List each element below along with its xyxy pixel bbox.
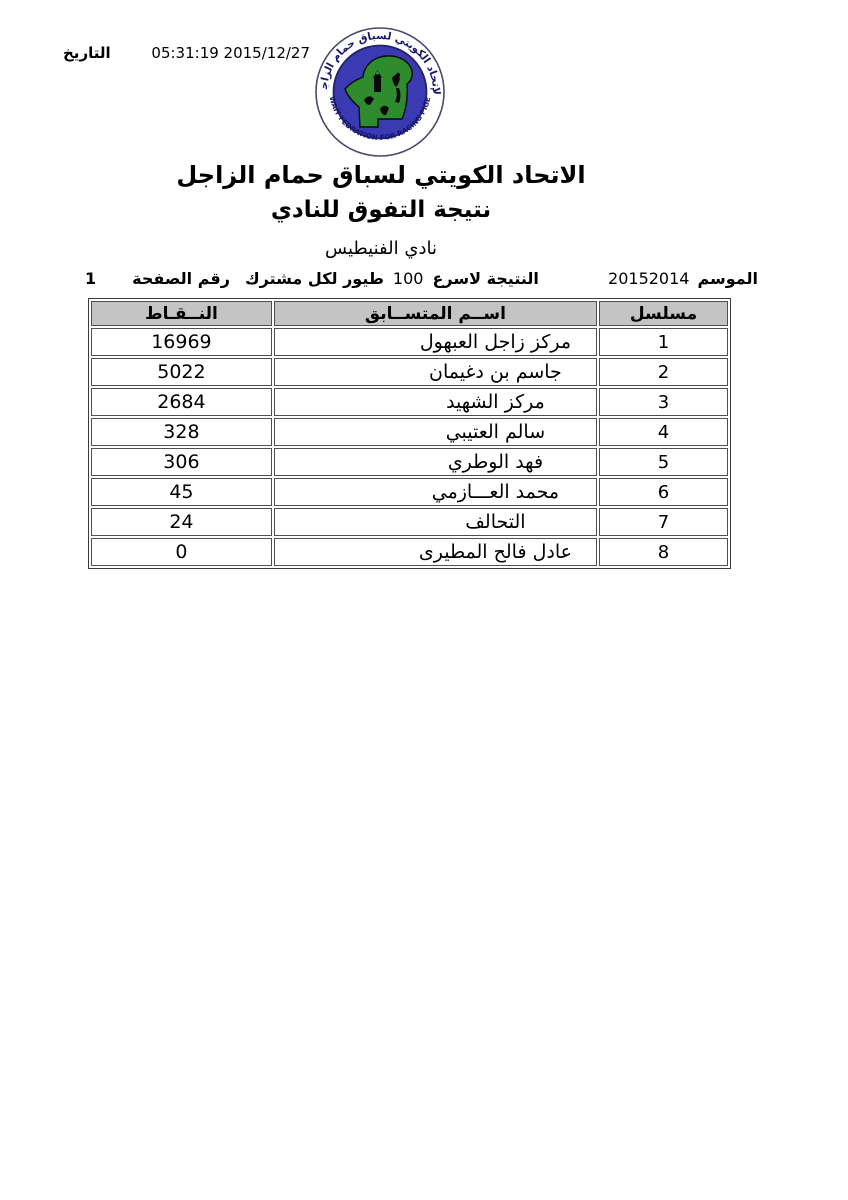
serial-cell: 8 [598, 538, 728, 566]
name-cell: مركز زاجل العبهول [273, 328, 597, 356]
report-date-row: التاريخ 05:31:19 2015/12/27 [63, 44, 310, 62]
table-row: 4 سالم العتيبي 328 [91, 418, 728, 446]
points-cell: 45 [91, 478, 272, 506]
table-header-row: مسلسل اســم المتســابق النــقـاط [91, 301, 728, 326]
points-cell: 24 [91, 508, 272, 536]
table-row: 2 جاسم بن دغيمان 5022 [91, 358, 728, 386]
serial-cell: 7 [598, 508, 728, 536]
name-column-header: اســم المتســابق [273, 301, 597, 326]
report-title: نتيجة التفوق للنادي [270, 197, 492, 223]
date-value: 05:31:19 2015/12/27 [151, 44, 310, 62]
page-number-field: رقم الصفحة 1 [85, 269, 230, 288]
table-row: 7 التحالف 24 [91, 508, 728, 536]
name-cell: التحالف [273, 508, 597, 536]
club-name: نادي الفنيطيس [325, 238, 437, 259]
federation-logo: الإتحاد الكويتي لسباق حمام الزاجل KUWAIT… [314, 26, 446, 158]
result-label: النتيجة لاسرع [432, 269, 539, 288]
federation-logo-graphic: الإتحاد الكويتي لسباق حمام الزاجل KUWAIT… [314, 26, 445, 157]
points-cell: 5022 [91, 358, 272, 386]
meta-row: الموسم 20152014 النتيجة لاسرع 100 طيور ل… [85, 269, 758, 293]
serial-cell: 4 [598, 418, 728, 446]
federation-title: الاتحاد الكويتي لسباق حمام الزاجل [176, 161, 586, 189]
result-field: النتيجة لاسرع 100 طيور لكل مشترك [245, 269, 539, 288]
name-cell: عادل فالح المطيرى [273, 538, 597, 566]
season-label: الموسم [697, 269, 758, 288]
name-cell: جاسم بن دغيمان [273, 358, 597, 386]
result-value: 100 [392, 269, 424, 288]
table-row: 6 محمد العـــازمي 45 [91, 478, 728, 506]
name-cell: سالم العتيبي [273, 418, 597, 446]
serial-cell: 6 [598, 478, 728, 506]
season-field: الموسم 20152014 [608, 269, 758, 288]
points-cell: 306 [91, 448, 272, 476]
points-cell: 2684 [91, 388, 272, 416]
serial-cell: 5 [598, 448, 728, 476]
result-suffix: طيور لكل مشترك [245, 269, 384, 288]
points-column-header: النــقـاط [91, 301, 272, 326]
serial-cell: 1 [598, 328, 728, 356]
season-value: 20152014 [608, 269, 690, 288]
points-cell: 16969 [91, 328, 272, 356]
serial-column-header: مسلسل [598, 301, 728, 326]
serial-cell: 2 [598, 358, 728, 386]
table-row: 8 عادل فالح المطيرى 0 [91, 538, 728, 566]
date-label: التاريخ [63, 44, 111, 62]
name-cell: محمد العـــازمي [273, 478, 597, 506]
table-row: 3 مركز الشهيد 2684 [91, 388, 728, 416]
table-row: 5 فهد الوطري 306 [91, 448, 728, 476]
name-cell: فهد الوطري [273, 448, 597, 476]
page-number-value: 1 [85, 269, 97, 288]
points-cell: 0 [91, 538, 272, 566]
serial-cell: 3 [598, 388, 728, 416]
logo-detail-icons [364, 70, 401, 116]
page-number-label: رقم الصفحة [132, 269, 230, 288]
table-row: 1 مركز زاجل العبهول 16969 [91, 328, 728, 356]
name-cell: مركز الشهيد [273, 388, 597, 416]
results-table: مسلسل اســم المتســابق النــقـاط 1 مركز … [88, 298, 731, 569]
points-cell: 328 [91, 418, 272, 446]
